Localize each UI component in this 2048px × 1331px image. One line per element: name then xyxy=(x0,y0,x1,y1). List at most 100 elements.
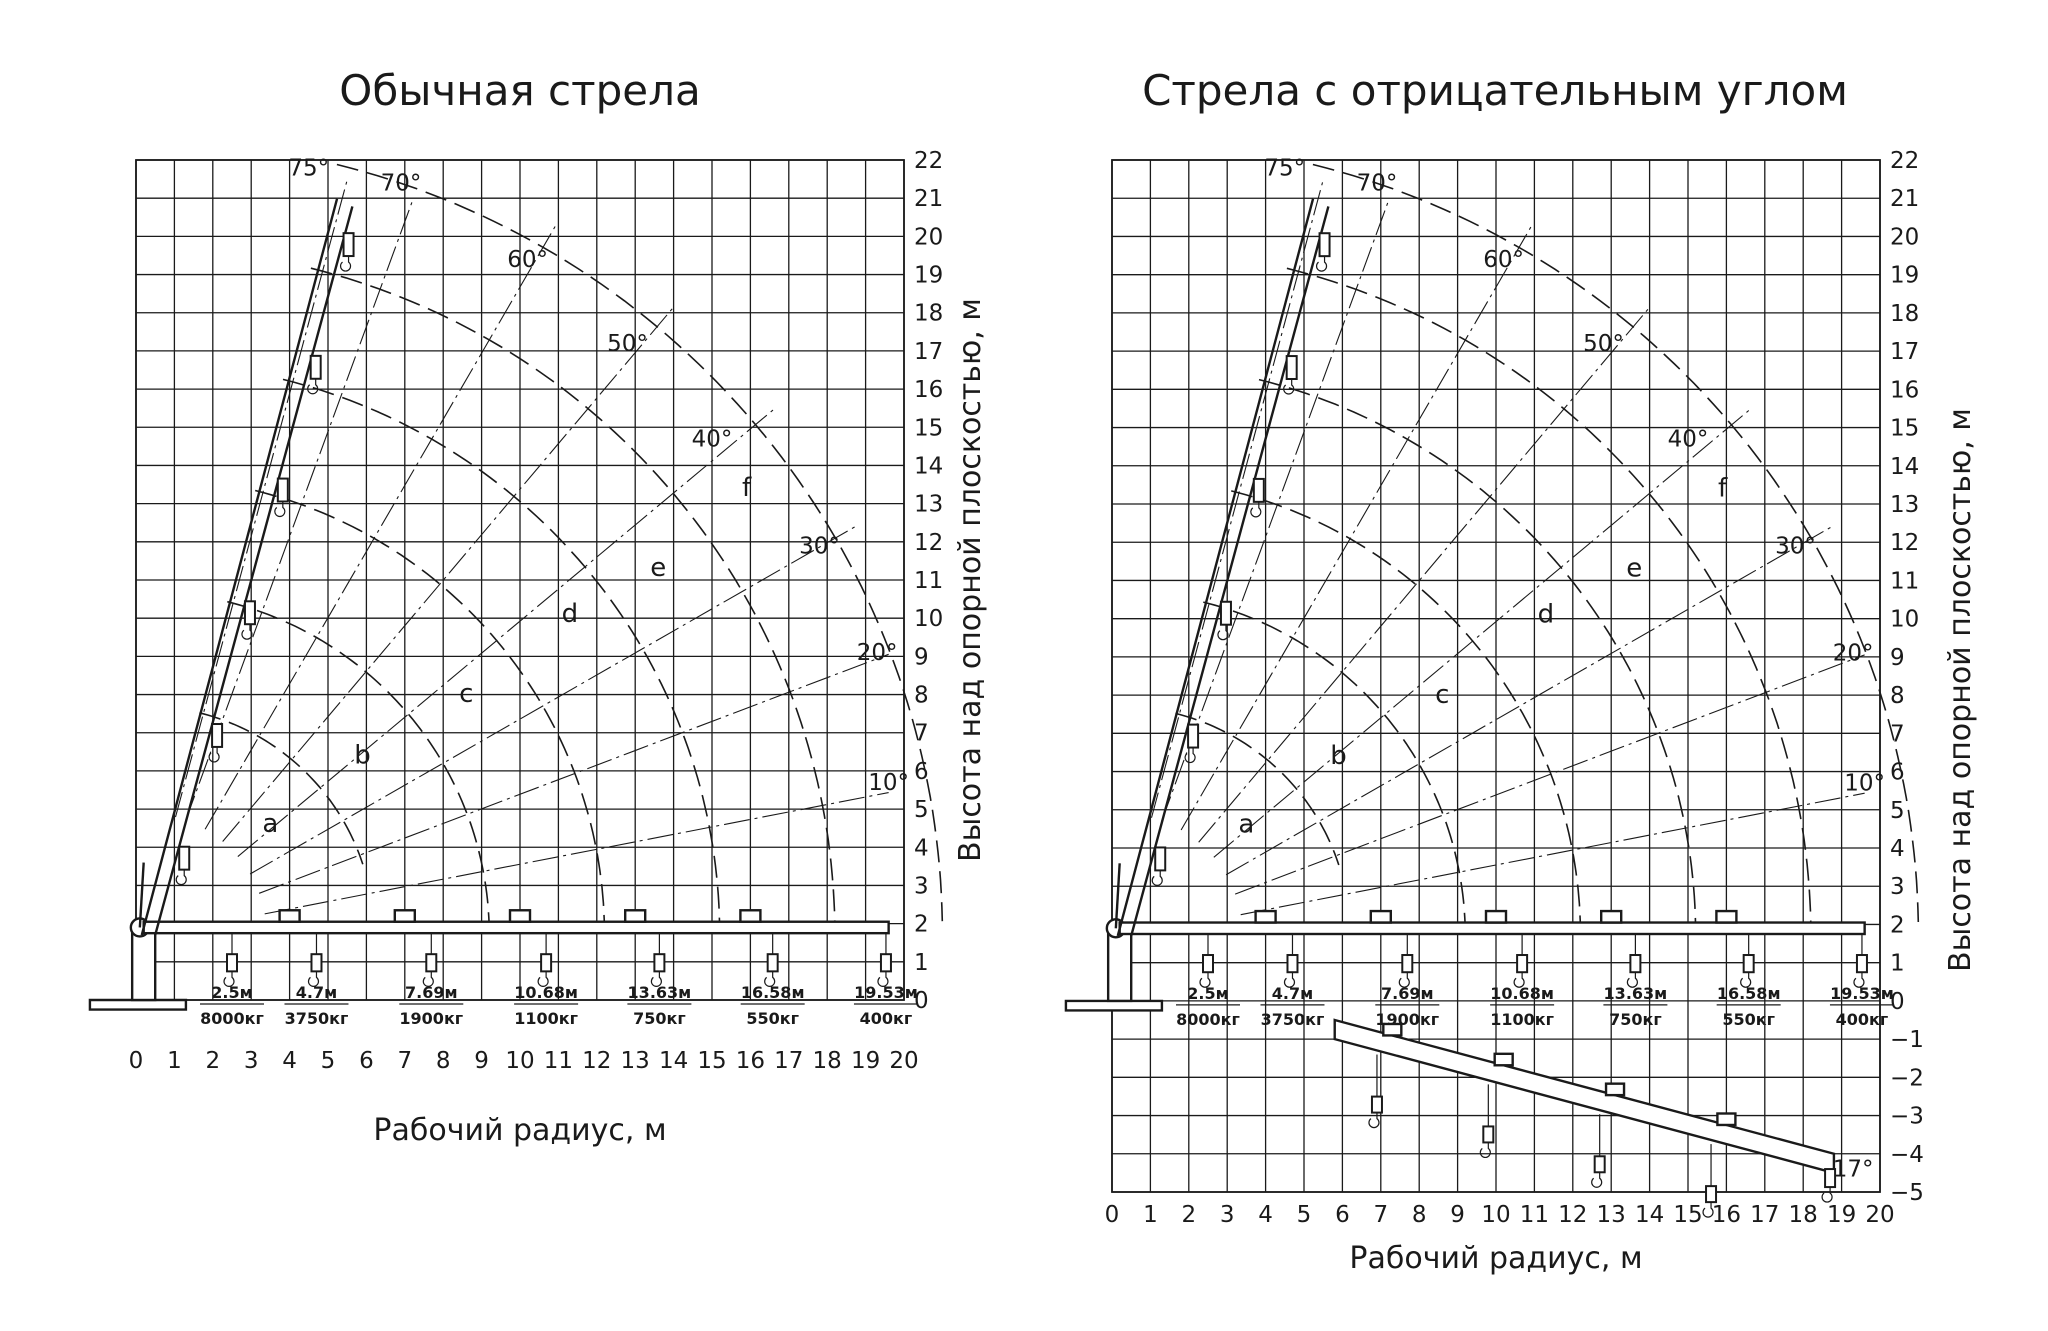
angle-label: 10° xyxy=(1844,771,1885,797)
boom-hook xyxy=(208,723,224,763)
y-tick-label: 8 xyxy=(914,683,929,709)
boom-hook-block xyxy=(1219,600,1232,626)
y-tick-label: 16 xyxy=(914,377,943,403)
hook-icon xyxy=(1250,501,1262,518)
curve-label-d: d xyxy=(562,599,579,629)
x-tick-label: 10 xyxy=(1481,1202,1510,1228)
x-tick-label: 1 xyxy=(167,1048,182,1074)
boom-hook xyxy=(1217,600,1232,641)
hook-icon xyxy=(1283,972,1296,988)
y-tick-label: 4 xyxy=(1890,836,1905,862)
y-tick-label: 20 xyxy=(914,224,943,250)
x-tick-label: 9 xyxy=(1450,1202,1465,1228)
angle-ray xyxy=(1213,407,1753,858)
y-tick-label: −5 xyxy=(1890,1180,1924,1206)
curve-label-a: a xyxy=(1238,810,1254,840)
curve-label-c: c xyxy=(459,679,473,709)
boom-section-joint xyxy=(1493,1052,1514,1067)
x-tick-label: 19 xyxy=(1827,1202,1856,1228)
angle-label: 50° xyxy=(607,331,648,357)
boom-horizontal-body xyxy=(142,920,890,935)
hook-icon xyxy=(1151,870,1163,886)
crane-base xyxy=(1064,863,1164,1012)
boom-negative-body xyxy=(1333,1018,1836,1175)
hook-marker xyxy=(1740,934,1755,988)
boom-horizontal xyxy=(142,909,890,935)
angle-ray xyxy=(185,199,414,821)
boom-hook-block xyxy=(211,723,224,748)
hook-marker xyxy=(1626,934,1642,988)
hook-icon xyxy=(1184,747,1196,764)
y-tick-label: 8 xyxy=(1890,683,1905,709)
angle-ray xyxy=(1240,792,1865,916)
x-tick-label: 18 xyxy=(1789,1202,1818,1228)
x-tick-label: 18 xyxy=(813,1048,842,1074)
angle-label: 50° xyxy=(1583,331,1624,357)
hook-icon xyxy=(307,378,319,395)
x-tick-label: 16 xyxy=(1712,1202,1741,1228)
y-tick-label: 9 xyxy=(1890,645,1905,671)
capacity-load: 1900кг xyxy=(399,1009,463,1028)
boom-hook-block xyxy=(342,232,355,258)
angle-ray xyxy=(174,178,348,818)
angle-label: 20° xyxy=(1833,641,1874,667)
y-tick-label: 15 xyxy=(914,415,943,441)
boom-main xyxy=(1116,198,1331,937)
x-tick-label: 5 xyxy=(1297,1202,1312,1228)
boom-hook-block xyxy=(1285,355,1298,380)
y-tick-label: 1 xyxy=(1890,951,1905,977)
x-tick-label: 12 xyxy=(1558,1202,1587,1228)
boom-section-joint xyxy=(393,909,416,923)
capacity-radius: 19.53м xyxy=(854,983,918,1002)
capacity-load: 400кг xyxy=(860,1009,913,1028)
boom-hook xyxy=(1316,232,1331,272)
reach-arc-b xyxy=(227,600,490,930)
capacity-load: 8000кг xyxy=(1176,1010,1240,1029)
boom-hook xyxy=(340,232,355,272)
capacity-radius: 4.7м xyxy=(296,983,337,1002)
x-tick-label: 12 xyxy=(582,1048,611,1074)
boom-hook-block xyxy=(1154,846,1167,872)
y-tick-label: 16 xyxy=(1890,377,1919,403)
angle-ray xyxy=(1234,654,1865,895)
hook-icon xyxy=(1740,972,1752,988)
boom-section-joint xyxy=(508,909,532,923)
boom-hook-block xyxy=(1252,477,1265,503)
y-tick-label: 19 xyxy=(1890,263,1919,289)
capacity-load: 550кг xyxy=(1722,1010,1775,1029)
boom-hook-block xyxy=(1187,723,1200,749)
y-tick-label: 11 xyxy=(914,568,943,594)
y-tick-label: 20 xyxy=(1890,224,1919,250)
curve-label-b: b xyxy=(1330,741,1347,771)
hook-block xyxy=(226,953,238,973)
y-tick-label: 3 xyxy=(1890,874,1905,900)
capacity-load: 3750кг xyxy=(1261,1010,1325,1029)
y-tick-label: 21 xyxy=(1890,186,1919,212)
reach-arc-e xyxy=(310,267,836,924)
boom-section-joint xyxy=(739,909,762,923)
y-tick-label: 10 xyxy=(1890,607,1919,633)
reach-arc-d xyxy=(1258,378,1697,926)
x-tick-label: 7 xyxy=(1373,1202,1388,1228)
y-tick-label: 14 xyxy=(1890,454,1919,480)
x-tick-label: 11 xyxy=(1520,1202,1549,1228)
angle-label: 17° xyxy=(1833,1157,1874,1183)
boom-hook xyxy=(1283,355,1298,395)
plot-frame xyxy=(135,159,905,1001)
hook-marker xyxy=(422,933,438,987)
boom-hook xyxy=(1151,846,1167,886)
y-tick-label: 17 xyxy=(1890,339,1919,365)
crane-column xyxy=(130,930,157,1002)
crane-column xyxy=(1106,930,1133,1003)
y-tick-label: 18 xyxy=(1890,301,1919,327)
y-tick-label: 14 xyxy=(914,453,943,479)
angle-label: 30° xyxy=(1775,534,1816,560)
y-tick-label: 5 xyxy=(914,797,929,823)
boom-section-joint xyxy=(1715,909,1738,924)
y-tick-label: 0 xyxy=(1890,989,1905,1015)
x-tick-label: 4 xyxy=(1258,1202,1273,1228)
hook-block xyxy=(653,953,666,973)
boom-hook-block xyxy=(1318,232,1331,258)
hook-icon xyxy=(1316,256,1328,272)
